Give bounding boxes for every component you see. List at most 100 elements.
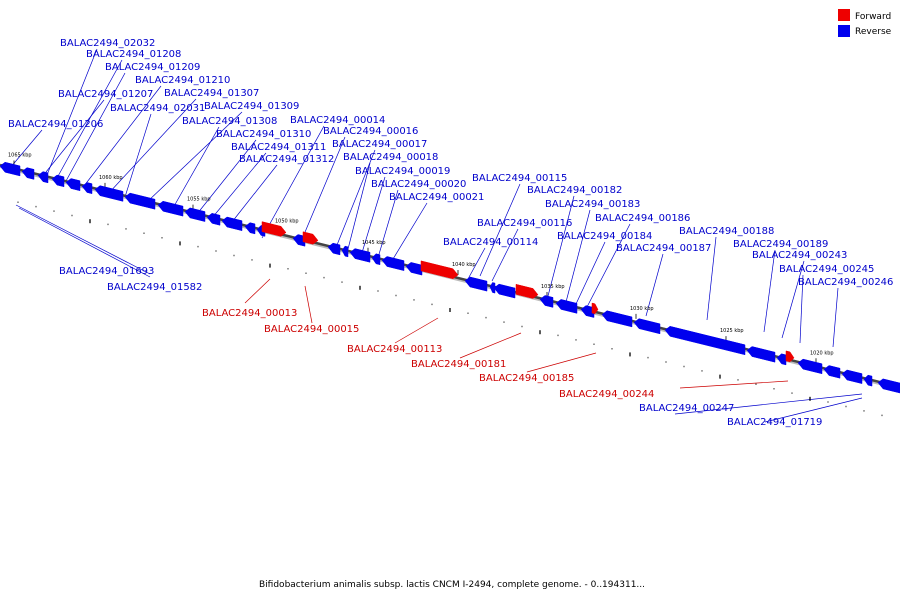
leader-line bbox=[706, 236, 717, 321]
reverse-gene-arrow[interactable] bbox=[124, 192, 156, 210]
gene-label[interactable]: BALAC2494_00015 bbox=[264, 324, 359, 335]
leader-line bbox=[18, 207, 151, 278]
gene-label[interactable]: BALAC2494_00182 bbox=[527, 185, 622, 196]
reverse-gene-arrow[interactable] bbox=[863, 374, 873, 387]
gene-label[interactable]: BALAC2494_00020 bbox=[371, 179, 466, 190]
reverse-gene-arrow[interactable] bbox=[797, 358, 823, 375]
reverse-gene-arrow[interactable] bbox=[51, 174, 65, 188]
gene-label[interactable]: BALAC2494_02031 bbox=[110, 103, 205, 114]
gene-label[interactable]: BALAC2494_00021 bbox=[389, 192, 484, 203]
forward-gene-arrow[interactable] bbox=[591, 302, 599, 315]
gene-label[interactable]: BALAC2494_01312 bbox=[239, 154, 334, 165]
reverse-gene-arrow[interactable] bbox=[65, 178, 81, 192]
gene-label[interactable]: BALAC2494_00185 bbox=[479, 373, 574, 384]
gene-label[interactable]: BALAC2494_01719 bbox=[727, 417, 822, 428]
reverse-gene-arrow[interactable] bbox=[381, 256, 405, 271]
gene-label[interactable]: BALAC2494_02032 bbox=[60, 38, 155, 49]
reverse-gene-arrow[interactable] bbox=[489, 282, 496, 294]
gene-label[interactable]: BALAC2494_00014 bbox=[290, 115, 385, 126]
reverse-gene-arrow[interactable] bbox=[184, 207, 206, 222]
gene-label[interactable]: BALAC2494_00245 bbox=[779, 264, 874, 275]
reverse-gene-arrow[interactable] bbox=[877, 378, 900, 394]
gene-label[interactable]: BALAC2494_01307 bbox=[164, 88, 259, 99]
gene-label[interactable]: BALAC2494_01693 bbox=[59, 266, 154, 277]
gene-label[interactable]: BALAC2494_01311 bbox=[231, 142, 326, 153]
gene-label[interactable]: BALAC2494_00184 bbox=[557, 231, 652, 242]
reverse-gene-arrow[interactable] bbox=[327, 242, 341, 256]
reverse-gene-arrow[interactable] bbox=[349, 248, 371, 263]
leader-line bbox=[304, 285, 313, 324]
gene-label[interactable]: BALAC2494_00246 bbox=[798, 277, 893, 288]
reverse-gene-arrow[interactable] bbox=[464, 276, 488, 292]
reverse-gene-arrow[interactable] bbox=[0, 161, 21, 177]
gene-label[interactable]: BALAC2494_00183 bbox=[545, 199, 640, 210]
forward-gene-arrow[interactable] bbox=[261, 221, 287, 237]
leader-line bbox=[799, 274, 804, 344]
gene-label[interactable]: BALAC2494_00116 bbox=[477, 218, 572, 229]
gene-label[interactable]: BALAC2494_01582 bbox=[107, 282, 202, 293]
reverse-gene-arrow[interactable] bbox=[221, 216, 243, 232]
gene-label[interactable]: BALAC2494_00244 bbox=[559, 389, 654, 400]
reverse-gene-arrow[interactable] bbox=[746, 346, 776, 363]
reverse-gene-arrow[interactable] bbox=[371, 253, 381, 266]
gene-label[interactable]: BALAC2494_01210 bbox=[135, 75, 230, 86]
gene-label[interactable]: BALAC2494_01209 bbox=[105, 62, 200, 73]
legend-reverse-label: Reverse bbox=[855, 27, 892, 37]
gene-label[interactable]: BALAC2494_00016 bbox=[323, 126, 418, 137]
reverse-gene-arrow[interactable] bbox=[37, 171, 49, 184]
leader-line bbox=[172, 126, 220, 209]
gene-label[interactable]: BALAC2494_00013 bbox=[202, 308, 297, 319]
reverse-gene-arrow[interactable] bbox=[292, 234, 306, 247]
leader-line bbox=[46, 48, 98, 176]
reverse-gene-arrow[interactable] bbox=[157, 200, 184, 217]
gene-label[interactable]: BALAC2494_00243 bbox=[752, 250, 847, 261]
reverse-gene-arrow[interactable] bbox=[405, 262, 423, 276]
forward-gene-arrow[interactable] bbox=[420, 260, 459, 280]
reverse-gene-arrow[interactable] bbox=[341, 245, 349, 258]
leader-line bbox=[211, 152, 267, 219]
gene-label[interactable]: BALAC2494_01207 bbox=[58, 89, 153, 100]
gene-label[interactable]: BALAC2494_01310 bbox=[216, 129, 311, 140]
gene-label[interactable]: BALAC2494_00186 bbox=[595, 213, 690, 224]
gene-label[interactable]: BALAC2494_00189 bbox=[733, 239, 828, 250]
scale-tick-label: 1035 kbp bbox=[541, 284, 565, 290]
gene-label[interactable]: BALAC2494_00019 bbox=[355, 166, 450, 177]
gene-label[interactable]: BALAC2494_01206 bbox=[8, 119, 103, 130]
gene-label[interactable]: BALAC2494_00181 bbox=[411, 359, 506, 370]
reverse-gene-arrow[interactable] bbox=[823, 365, 841, 379]
gene-label[interactable]: BALAC2494_00188 bbox=[679, 226, 774, 237]
reverse-gene-arrow[interactable] bbox=[21, 167, 35, 180]
gene-label[interactable]: BALAC2494_00113 bbox=[347, 344, 442, 355]
reverse-gene-arrow[interactable] bbox=[841, 369, 863, 384]
reverse-gene-arrow[interactable] bbox=[206, 213, 221, 226]
gene-label[interactable]: BALAC2494_01308 bbox=[182, 116, 277, 127]
leader-lines-layer bbox=[9, 48, 863, 423]
leader-line bbox=[764, 397, 863, 423]
gene-label[interactable]: BALAC2494_00018 bbox=[343, 152, 438, 163]
reverse-gene-arrow[interactable] bbox=[633, 318, 661, 335]
reverse-gene-arrow[interactable] bbox=[664, 326, 746, 356]
gene-label[interactable]: BALAC2494_00115 bbox=[472, 173, 567, 184]
reverse-gene-arrow[interactable] bbox=[244, 222, 256, 235]
reverse-gene-arrow[interactable] bbox=[776, 353, 787, 366]
leader-line bbox=[526, 352, 597, 373]
reverse-gene-arrow[interactable] bbox=[493, 283, 516, 299]
gene-label[interactable]: BALAC2494_01208 bbox=[86, 49, 181, 60]
forward-gene-arrow[interactable] bbox=[785, 350, 795, 363]
scale-tick-label: 1040 kbp bbox=[452, 262, 476, 268]
reverse-gene-arrow[interactable] bbox=[555, 299, 578, 314]
scale-tick-label: 1065 kbp bbox=[8, 152, 32, 158]
reverse-gene-arrow[interactable] bbox=[601, 310, 633, 328]
gene-label[interactable]: BALAC2494_01309 bbox=[204, 101, 299, 112]
reverse-gene-arrow[interactable] bbox=[94, 185, 124, 202]
gene-label[interactable]: BALAC2494_00017 bbox=[332, 139, 427, 150]
reverse-gene-arrow[interactable] bbox=[81, 182, 93, 195]
gene-label[interactable]: BALAC2494_00187 bbox=[616, 243, 711, 254]
reverse-gene-arrow[interactable] bbox=[580, 305, 595, 318]
forward-gene-arrow[interactable] bbox=[302, 231, 319, 245]
leader-line bbox=[107, 98, 197, 195]
reverse-gene-arrow[interactable] bbox=[539, 295, 554, 308]
gene-label[interactable]: BALAC2494_00247 bbox=[639, 403, 734, 414]
forward-gene-arrow[interactable] bbox=[515, 283, 539, 299]
gene-label[interactable]: BALAC2494_00114 bbox=[443, 237, 538, 248]
